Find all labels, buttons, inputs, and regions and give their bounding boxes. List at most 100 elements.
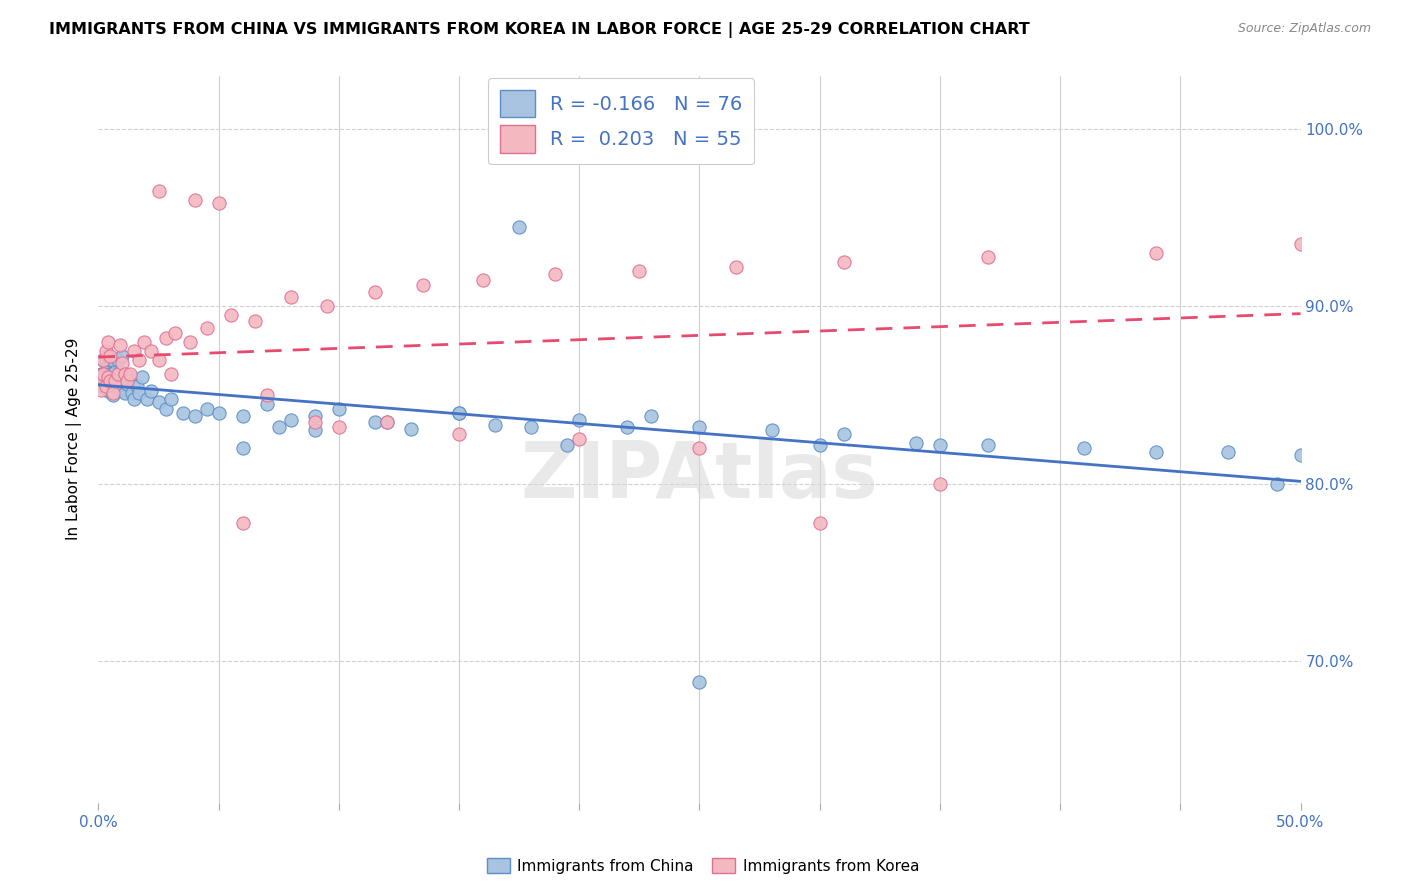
Point (315, 299, 337, 313)
Point (90, 383, 112, 397)
Point (267, 420, 290, 434)
Point (1289, 237, 1312, 252)
Point (107, 352, 129, 367)
Point (148, 352, 170, 367)
Point (94, 343, 117, 358)
Point (132, 334, 155, 349)
Point (280, 413, 302, 427)
Point (375, 415, 398, 429)
Point (904, 435, 927, 450)
Point (104, 365, 127, 379)
Point (111, 377, 134, 392)
Point (97, 359, 120, 374)
Point (97, 334, 120, 349)
Point (97, 349, 120, 363)
Point (928, 476, 950, 491)
Text: IMMIGRANTS FROM CHINA VS IMMIGRANTS FROM KOREA IN LABOR FORCE | AGE 25-29 CORREL: IMMIGRANTS FROM CHINA VS IMMIGRANTS FROM… (49, 22, 1031, 38)
Point (148, 395, 170, 409)
Point (100, 349, 122, 363)
Point (568, 433, 591, 447)
Point (107, 374, 129, 388)
Point (832, 427, 855, 442)
Point (689, 420, 711, 434)
Point (114, 386, 136, 401)
Point (100, 374, 122, 388)
Point (165, 326, 187, 340)
Point (108, 338, 131, 352)
Point (1265, 476, 1288, 491)
Point (128, 386, 150, 401)
Point (125, 379, 148, 393)
Point (155, 402, 177, 417)
Point (131, 370, 153, 384)
Point (118, 370, 141, 384)
Point (121, 386, 143, 401)
Point (689, 675, 711, 690)
Point (124, 343, 146, 358)
Point (100, 377, 122, 392)
Point (256, 397, 278, 411)
Point (90, 367, 112, 381)
Text: ZIPAtlas: ZIPAtlas (520, 438, 879, 514)
Point (108, 383, 131, 397)
Point (447, 406, 470, 420)
Point (544, 268, 567, 282)
Point (508, 219, 530, 234)
Point (114, 367, 136, 381)
Point (1289, 448, 1312, 462)
Point (375, 415, 398, 429)
Point (219, 308, 242, 322)
Point (91, 367, 114, 381)
Point (135, 392, 157, 406)
Legend: Immigrants from China, Immigrants from Korea: Immigrants from China, Immigrants from K… (481, 852, 925, 880)
Point (111, 349, 134, 363)
Point (399, 422, 422, 436)
Point (328, 402, 350, 417)
Point (183, 409, 205, 424)
Point (159, 392, 181, 406)
Point (1218, 444, 1240, 458)
Point (94, 352, 117, 367)
Point (155, 331, 177, 345)
Point (101, 352, 124, 367)
Point (101, 388, 124, 402)
Point (208, 406, 231, 420)
Point (91, 367, 114, 381)
Point (101, 374, 124, 388)
Point (208, 196, 231, 211)
Point (304, 409, 326, 424)
Point (447, 406, 470, 420)
Y-axis label: In Labor Force | Age 25-29: In Labor Force | Age 25-29 (66, 338, 83, 541)
Point (97, 370, 120, 384)
Point (412, 278, 434, 293)
Point (101, 386, 124, 401)
Point (100, 352, 122, 367)
Point (1144, 246, 1167, 260)
Point (91, 352, 114, 367)
Point (90, 374, 112, 388)
Point (117, 377, 139, 392)
Point (520, 420, 543, 434)
Point (761, 424, 783, 438)
Point (94, 379, 117, 393)
Point (141, 384, 163, 399)
Point (232, 516, 254, 530)
Point (104, 377, 127, 392)
Point (304, 424, 326, 438)
Point (232, 441, 254, 455)
Point (107, 367, 129, 381)
Point (141, 343, 163, 358)
Point (243, 313, 266, 327)
Point (616, 420, 638, 434)
Point (640, 409, 662, 424)
Point (555, 437, 578, 451)
Point (808, 516, 831, 530)
Point (689, 441, 711, 455)
Point (472, 273, 495, 287)
Point (447, 427, 470, 442)
Point (148, 184, 170, 198)
Point (832, 255, 855, 269)
Point (256, 388, 278, 402)
Point (364, 415, 387, 429)
Point (124, 392, 146, 406)
